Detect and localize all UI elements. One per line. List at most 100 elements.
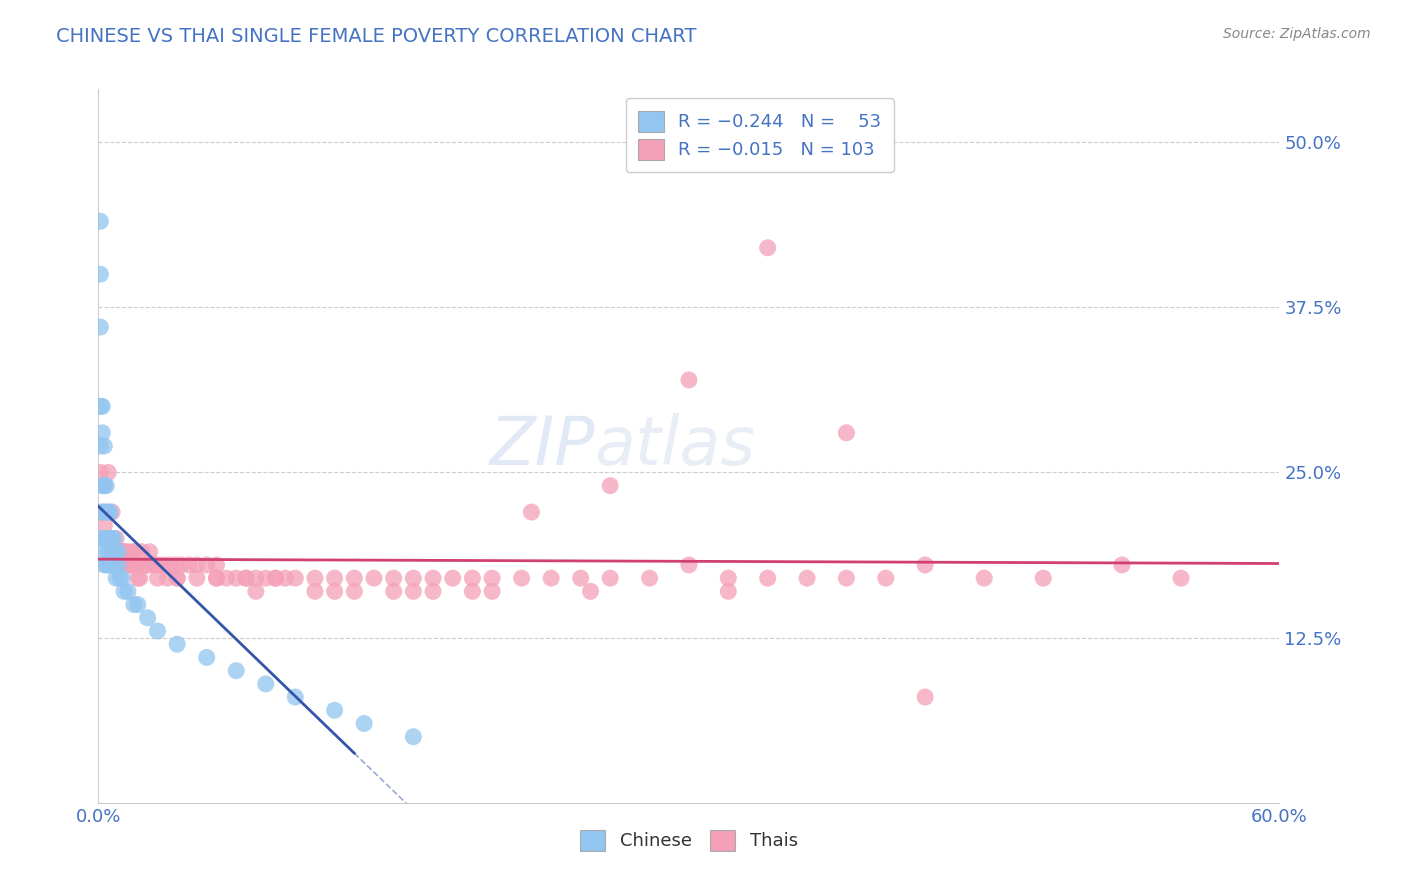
Point [599,478,621,492]
Point [353,716,375,731]
Point [91,545,114,559]
Point [111,571,134,585]
Point [103,558,125,572]
Point [101,532,124,546]
Point [103,532,125,546]
Point [93,505,115,519]
Point [105,545,128,559]
Point [117,545,139,559]
Point [264,571,287,585]
Point [579,584,602,599]
Point [461,584,484,599]
Point [96,532,118,546]
Point [225,664,247,678]
Point [98,558,121,572]
Point [1170,571,1192,585]
Point [136,611,159,625]
Point [101,532,124,546]
Point [97,532,120,546]
Point [186,571,208,585]
Point [146,571,169,585]
Point [97,532,120,546]
Point [510,571,533,585]
Point [108,545,131,559]
Point [89,400,111,414]
Point [101,558,124,572]
Point [118,558,141,572]
Point [520,505,543,519]
Point [136,558,159,572]
Point [93,558,115,572]
Point [441,571,464,585]
Point [96,478,118,492]
Point [108,545,131,559]
Point [131,545,153,559]
Point [96,558,118,572]
Point [157,558,180,572]
Point [254,677,277,691]
Point [105,532,128,546]
Point [402,571,425,585]
Point [422,571,444,585]
Point [717,584,740,599]
Text: CHINESE VS THAI SINGLE FEMALE POVERTY CORRELATION CHART: CHINESE VS THAI SINGLE FEMALE POVERTY CO… [56,27,697,45]
Point [323,571,346,585]
Point [186,558,208,572]
Point [96,532,118,546]
Point [146,558,169,572]
Point [91,505,114,519]
Point [835,571,858,585]
Point [756,571,779,585]
Point [127,558,149,572]
Point [112,584,135,599]
Point [796,571,818,585]
Point [105,545,128,559]
Point [195,650,218,665]
Point [93,478,115,492]
Point [112,545,135,559]
Point [93,439,115,453]
Point [138,545,160,559]
Point [422,584,444,599]
Point [91,505,114,519]
Point [127,598,149,612]
Point [156,571,179,585]
Point [481,571,503,585]
Point [205,571,228,585]
Point [678,373,700,387]
Point [98,532,121,546]
Point [973,571,995,585]
Point [717,571,740,585]
Text: atlas: atlas [595,413,755,479]
Point [304,571,326,585]
Point [97,466,120,480]
Point [107,545,129,559]
Point [89,320,111,334]
Point [89,439,111,453]
Point [638,571,661,585]
Point [215,571,238,585]
Point [599,571,621,585]
Point [284,571,307,585]
Point [101,545,124,559]
Point [117,584,139,599]
Point [481,584,503,599]
Text: ZIP: ZIP [489,413,595,479]
Point [127,571,149,585]
Point [569,571,592,585]
Point [875,571,897,585]
Point [105,571,128,585]
Point [264,571,287,585]
Point [461,571,484,585]
Point [91,478,114,492]
Point [97,558,120,572]
Point [166,571,188,585]
Point [115,558,138,572]
Point [93,478,115,492]
Point [235,571,257,585]
Point [91,425,114,440]
Point [205,558,228,572]
Point [128,571,150,585]
Point [245,571,267,585]
Point [254,571,277,585]
